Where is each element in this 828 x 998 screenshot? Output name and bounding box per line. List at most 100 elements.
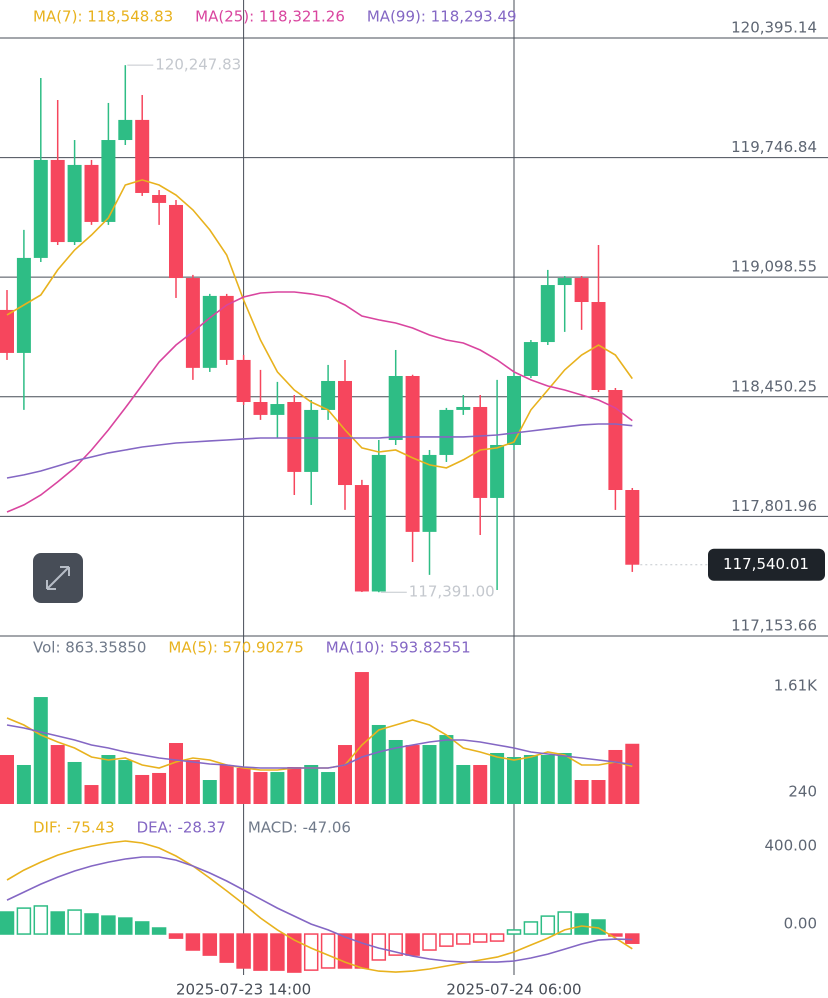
volume-bar bbox=[152, 772, 167, 804]
y-tick-label: 120,395.14 bbox=[731, 18, 817, 36]
candle-body bbox=[540, 285, 555, 343]
candle-body bbox=[608, 390, 623, 491]
y-tick-label: 117,153.66 bbox=[731, 617, 817, 635]
macd-bar bbox=[67, 909, 82, 935]
candle-body bbox=[219, 295, 234, 360]
macd-bar bbox=[0, 911, 15, 935]
volume-bar bbox=[253, 772, 268, 804]
macd-bar bbox=[523, 921, 539, 935]
volume-bar bbox=[185, 760, 200, 804]
candle-body bbox=[169, 204, 183, 279]
line bbox=[6, 856, 633, 963]
legend-entry: MA(10): 593.82551 bbox=[326, 639, 471, 657]
macd-bar bbox=[50, 911, 65, 935]
line bbox=[6, 840, 633, 973]
expand-button[interactable] bbox=[33, 553, 83, 603]
volume-bar bbox=[67, 761, 82, 804]
volume-bar bbox=[371, 724, 386, 804]
volume-bar bbox=[591, 780, 606, 804]
volume-bar bbox=[439, 735, 454, 804]
volume-bar bbox=[236, 768, 251, 804]
candle-body bbox=[625, 490, 640, 565]
macd-bar bbox=[337, 933, 353, 969]
macd-bar bbox=[168, 933, 184, 939]
volume-bar bbox=[456, 764, 471, 804]
legend-entry: MA(99): 118,293.49 bbox=[367, 8, 517, 26]
y-tick-label: 117,801.96 bbox=[731, 497, 817, 515]
volume-bar bbox=[557, 752, 572, 804]
candle-body bbox=[507, 375, 521, 445]
macd-bar bbox=[236, 933, 251, 969]
volume-bar bbox=[219, 764, 234, 804]
marks-layer bbox=[0, 64, 825, 973]
macd-bar bbox=[33, 905, 49, 935]
line bbox=[6, 423, 633, 479]
volume-bar bbox=[490, 752, 505, 804]
volume-bar bbox=[84, 785, 99, 804]
candle-body bbox=[185, 278, 200, 368]
candle-body bbox=[101, 140, 116, 222]
x-tick-label: 2025-07-23 14:00 bbox=[176, 981, 311, 998]
legend-entry: DIF: -75.43 bbox=[33, 819, 115, 837]
legend-entry: MA(25): 118,321.26 bbox=[195, 8, 345, 26]
macd-bar bbox=[287, 933, 302, 973]
macd-bar bbox=[540, 915, 556, 935]
expand-icon[interactable] bbox=[46, 566, 70, 590]
line bbox=[6, 291, 633, 513]
volume-bar bbox=[540, 755, 555, 804]
macd-bar bbox=[185, 933, 201, 951]
candle-body bbox=[67, 164, 82, 243]
candle-body bbox=[253, 402, 268, 415]
macd-bar bbox=[388, 933, 403, 956]
macd-bar bbox=[472, 933, 488, 943]
macd-bar bbox=[506, 929, 522, 935]
legend-entry: MACD: -47.06 bbox=[248, 819, 351, 837]
candle-body bbox=[473, 406, 488, 498]
macd-bar bbox=[354, 933, 370, 969]
legend-entry: MA(5): 570.90275 bbox=[168, 639, 303, 657]
candle-body bbox=[50, 159, 65, 243]
labels-layer: 2025-07-23 14:00 2025-07-24 06:00 117,153.… bbox=[33, 8, 818, 998]
volume-bar bbox=[270, 772, 285, 804]
volume-bar bbox=[33, 697, 48, 804]
volume-bar bbox=[304, 764, 319, 804]
macd-bar bbox=[134, 921, 150, 935]
volume-bar bbox=[287, 767, 302, 804]
volume-bar bbox=[135, 774, 150, 804]
volume-bar bbox=[574, 780, 589, 804]
volume-bar bbox=[202, 780, 217, 804]
legend-entry: Vol: 863.35850 bbox=[33, 639, 146, 657]
macd-bar bbox=[101, 915, 116, 935]
macd-bar bbox=[371, 933, 387, 961]
candle-body bbox=[574, 278, 589, 303]
macd-bar bbox=[270, 933, 285, 971]
volume-bar bbox=[388, 739, 403, 804]
macd-bar bbox=[16, 907, 32, 935]
volume-bar bbox=[625, 743, 640, 804]
candle-body bbox=[422, 454, 437, 532]
candle-body bbox=[321, 380, 336, 410]
y-tick-label: 240 bbox=[788, 783, 817, 801]
candle-body bbox=[135, 119, 150, 193]
candle-body bbox=[456, 406, 471, 410]
volume-bar bbox=[16, 764, 31, 804]
candle-body bbox=[236, 359, 251, 403]
macd-bar bbox=[439, 933, 454, 947]
volume-bar bbox=[169, 743, 183, 804]
volume-bar bbox=[507, 757, 521, 804]
y-tick-label: 400.00 bbox=[765, 837, 818, 855]
candle-body bbox=[304, 409, 319, 472]
volume-bar bbox=[354, 672, 369, 804]
candle-body bbox=[354, 485, 369, 592]
macd-bar bbox=[151, 927, 167, 935]
last-price-label: 117,540.01 bbox=[723, 555, 809, 573]
volume-bar bbox=[101, 755, 116, 804]
volume-bar bbox=[523, 755, 538, 804]
macd-bar bbox=[456, 933, 471, 945]
volume-bar bbox=[473, 764, 488, 804]
volume-bar bbox=[422, 745, 437, 804]
macd-bar bbox=[625, 933, 640, 944]
volume-bar bbox=[338, 745, 352, 804]
candle-body bbox=[388, 375, 403, 441]
